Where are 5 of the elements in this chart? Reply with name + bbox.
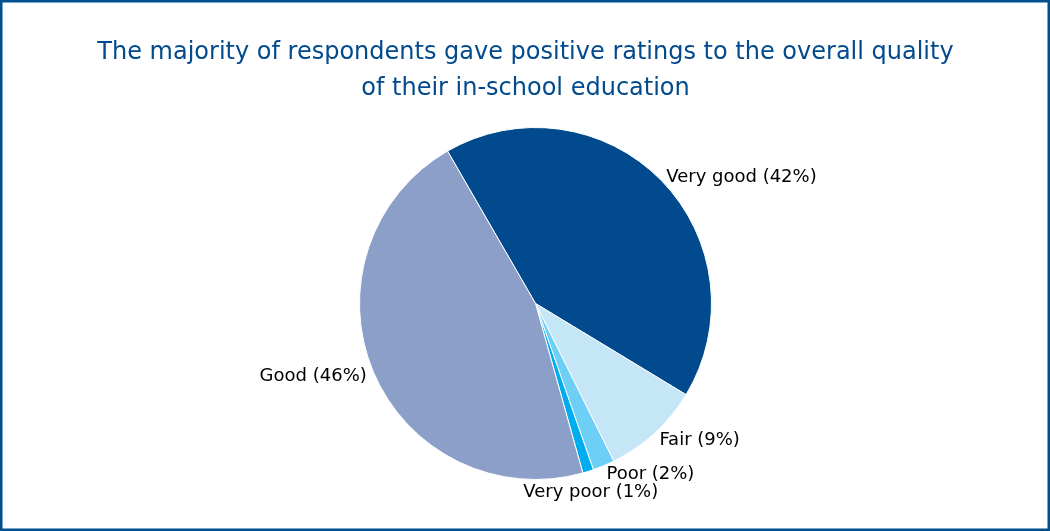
slice-label: Very good (42%) [666,164,817,186]
chart-title: The majority of respondents gave positive ratings to the overall quality of their in-school education [96,36,954,101]
slice-label: Fair (9%) [659,427,740,449]
slice-label: Good (46%) [259,363,367,385]
slice-label: Poor (2%) [606,461,695,483]
